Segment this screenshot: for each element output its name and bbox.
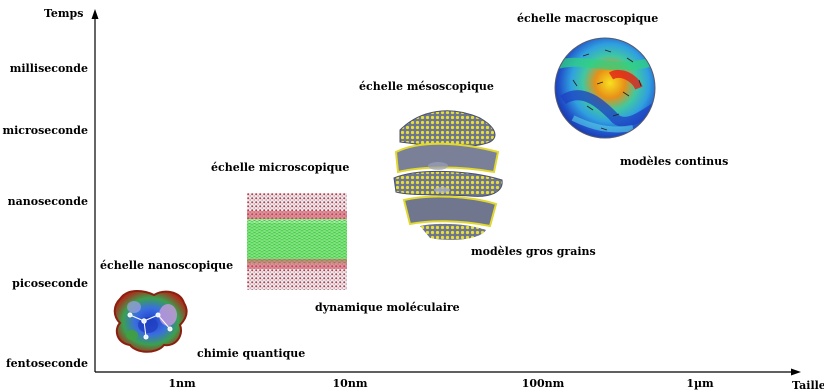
scale-title-macroscopic: échelle macroscopique — [517, 12, 659, 25]
lipid-bilayer-illustration — [247, 193, 347, 290]
scale-title-microscopic: échelle microscopique — [211, 161, 350, 174]
x-axis-arrow — [791, 368, 801, 376]
coarse-grained-illustration — [393, 110, 503, 240]
x-tick-label: 1µm — [686, 377, 714, 390]
y-tick-label: milliseconde — [9, 62, 88, 75]
method-quantum-chemistry: chimie quantique — [197, 347, 306, 360]
y-tick-label: fentoseconde — [5, 357, 88, 370]
method-continuum: modèles continus — [620, 155, 729, 168]
molecule-illustration — [113, 290, 188, 353]
y-axis-arrow — [91, 9, 99, 19]
scale-title-nanoscopic: échelle nanoscopique — [100, 259, 234, 272]
x-tick-label: 100nm — [521, 377, 565, 390]
scale-title-mesoscopic: échelle mésoscopique — [359, 80, 494, 93]
y-tick-label: microseconde — [2, 124, 88, 137]
y-tick-label: picoseconde — [12, 277, 88, 290]
method-coarse-grained: modèles gros grains — [471, 245, 596, 258]
x-axis-title: Taille — [792, 379, 824, 392]
y-tick-label: nanoseconde — [7, 195, 88, 208]
x-tick-label: 1nm — [168, 377, 196, 390]
y-axis-title: Temps — [44, 7, 84, 20]
method-molecular-dynamics: dynamique moléculaire — [315, 301, 460, 314]
x-tick-label: 10nm — [332, 377, 368, 390]
continuum-sphere-illustration — [554, 37, 656, 139]
